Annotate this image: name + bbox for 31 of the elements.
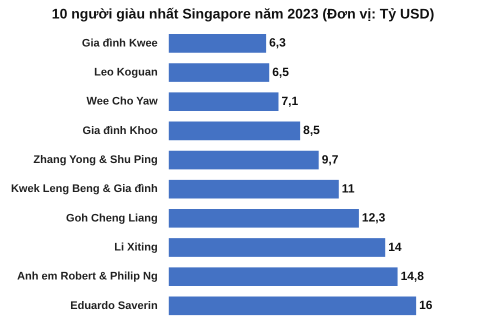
data-label: 14,8 (400, 268, 424, 283)
y-tick-label: Zhang Yong & Shu Ping (33, 154, 158, 166)
y-tick-label: Wee Cho Yaw (86, 96, 158, 108)
data-label: 6,3 (269, 36, 286, 50)
bar (168, 267, 398, 286)
bar (168, 34, 266, 53)
bar (168, 63, 270, 82)
bar (168, 150, 319, 170)
y-tick-label: Goh Cheng Liang (66, 212, 158, 224)
y-tick-label: Anh em Robert & Philip Ng (17, 270, 158, 283)
data-label: 12,3 (362, 210, 386, 225)
bar (168, 122, 300, 140)
data-label: 9,7 (322, 152, 339, 166)
bar (168, 296, 416, 316)
data-label: 14 (388, 240, 402, 254)
y-tick-label: Leo Koguan (94, 66, 158, 79)
data-label: 7,1 (281, 94, 298, 108)
data-label: 6,5 (272, 64, 290, 79)
bar (168, 238, 386, 257)
chart-title: 10 người giàu nhất Singapore năm 2023 (Đơn vị: Tỷ USD) (52, 5, 434, 22)
data-label: 11 (342, 181, 355, 196)
bar (168, 180, 339, 199)
y-tick-label: Li Xiting (114, 242, 158, 254)
y-tick-label: Kwek Leng Beng & Gia đình (10, 183, 158, 196)
data-label: 8,5 (303, 123, 320, 138)
y-tick-label: Gia đình Kwee (82, 37, 158, 50)
y-tick-label: Eduardo Saverin (70, 300, 158, 312)
data-label: 16 (419, 298, 433, 312)
bar (168, 92, 278, 112)
bar (168, 209, 359, 228)
y-tick-label: Gia đình Khoo (82, 124, 158, 137)
